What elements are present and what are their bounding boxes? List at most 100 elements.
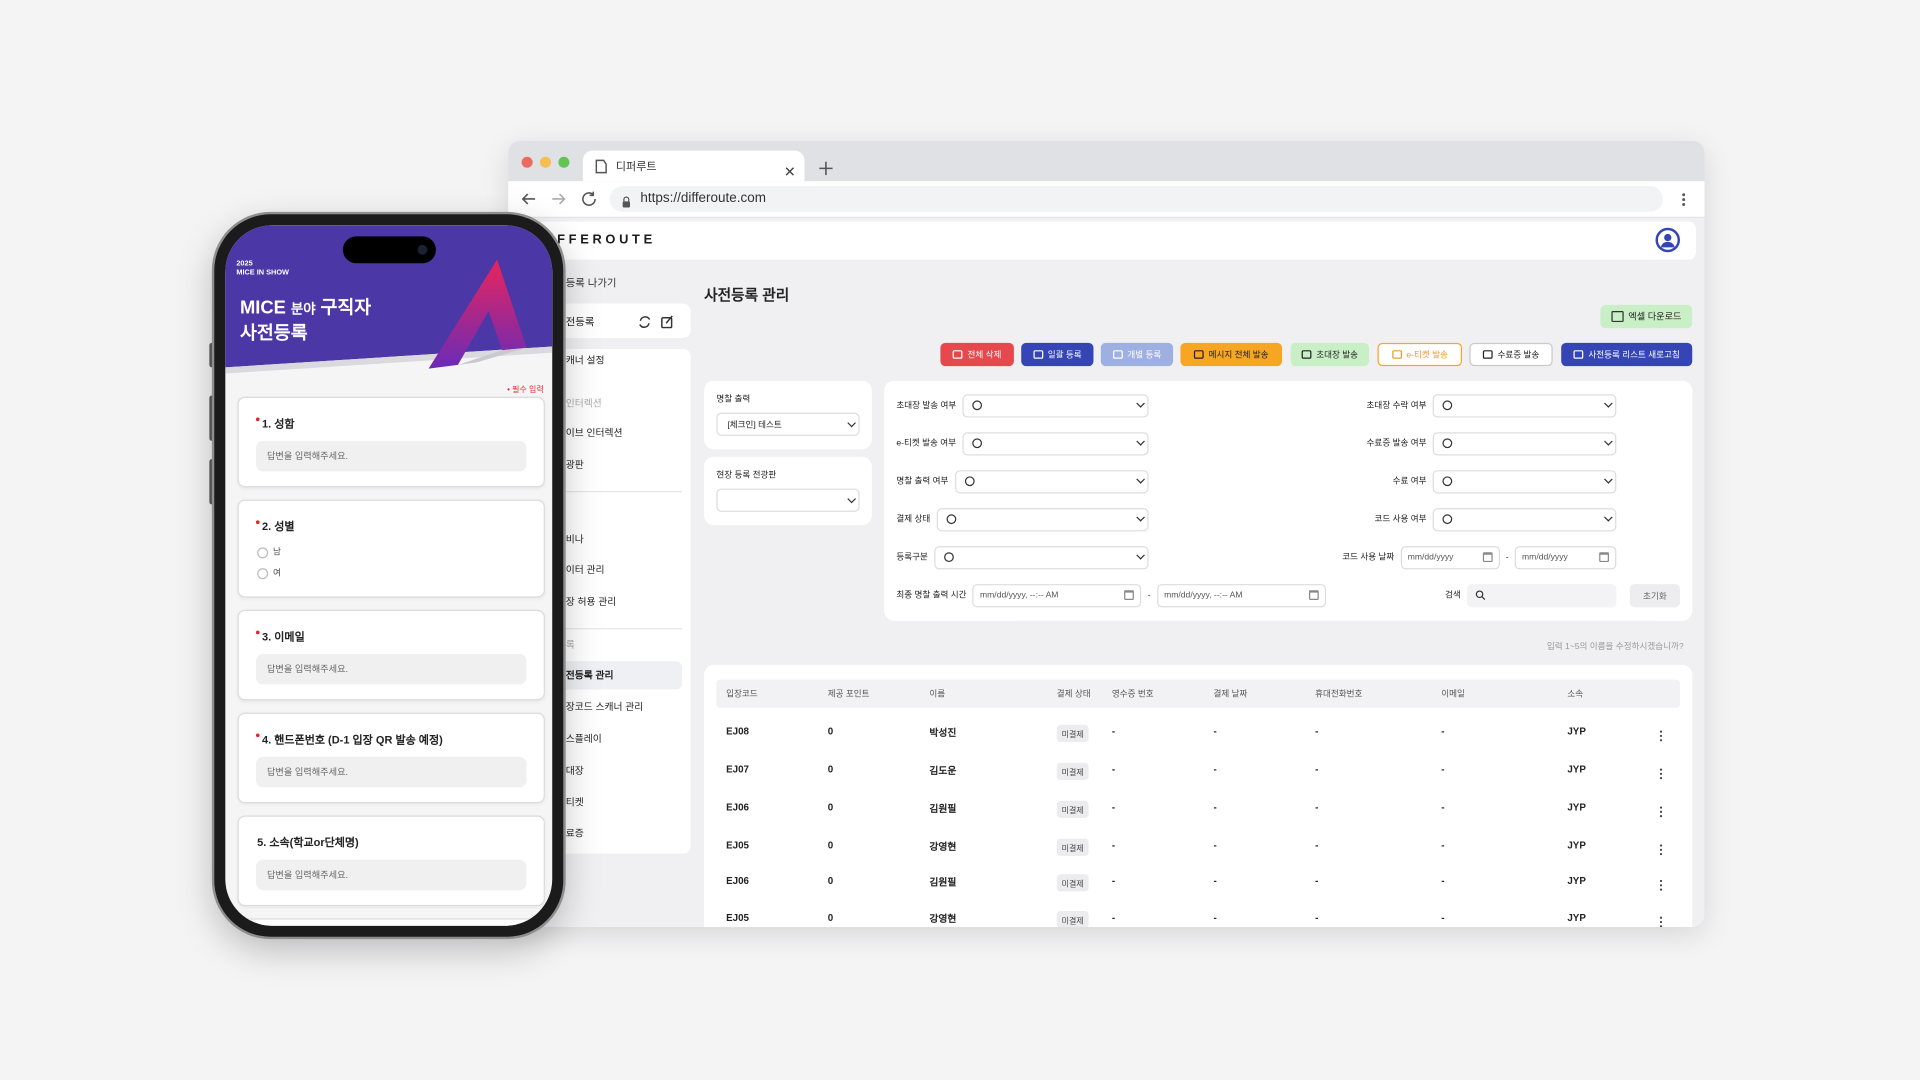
action-button[interactable]: 메시지 전체 발송 bbox=[1180, 342, 1283, 367]
window-control[interactable] bbox=[539, 156, 551, 168]
table-cell: - bbox=[1315, 912, 1319, 924]
row-menu[interactable] bbox=[1659, 876, 1663, 891]
question-title: 3. 이메일 bbox=[262, 630, 305, 643]
url-text: https://differoute.com bbox=[640, 191, 766, 206]
table-cell: 김도운 bbox=[929, 765, 957, 777]
sidebar-item[interactable]: 료증 bbox=[565, 827, 584, 839]
action-button[interactable]: 초대장 발송 bbox=[1290, 342, 1369, 367]
button-label: 일괄 등록 bbox=[1047, 350, 1082, 360]
column-header: 소속 bbox=[1567, 690, 1584, 700]
search-input[interactable] bbox=[1466, 583, 1617, 607]
sidebar-item[interactable]: 장코드 스캐너 관리 bbox=[565, 701, 644, 713]
chevron bbox=[1136, 399, 1145, 408]
select[interactable] bbox=[954, 469, 1149, 493]
filter-label: 등록구분 bbox=[896, 553, 928, 563]
sidebar-item[interactable]: 이터 관리 bbox=[565, 564, 605, 576]
browser-menu[interactable] bbox=[1681, 191, 1686, 206]
radio-option[interactable]: 남 bbox=[257, 546, 281, 558]
filter-label: 코드 사용 날짜 bbox=[1342, 553, 1395, 563]
active-item-bg bbox=[557, 661, 683, 690]
table-cell: 강영현 bbox=[929, 841, 957, 853]
answer-input[interactable]: 답변을 입력해주세요. bbox=[255, 756, 527, 788]
sidebar-item[interactable]: 스플레이 bbox=[565, 733, 602, 745]
select[interactable] bbox=[936, 507, 1149, 531]
status-badge: 미결제 bbox=[1056, 838, 1089, 856]
sidebar-item[interactable]: 비나 bbox=[565, 533, 584, 545]
filter-label: 초대장 수락 여부 bbox=[1366, 401, 1427, 411]
sidebar-item[interactable]: 전등록 관리 bbox=[565, 669, 614, 681]
date-input[interactable]: mm/dd/yyyy, --:-- AM bbox=[1156, 583, 1326, 607]
select[interactable] bbox=[933, 545, 1149, 569]
table-cell: 김원필 bbox=[929, 876, 957, 888]
row-menu[interactable] bbox=[1659, 802, 1663, 818]
sidebar-item[interactable]: 대장 bbox=[565, 765, 584, 777]
phone-side-button bbox=[209, 459, 216, 505]
sidebar-current[interactable]: 전등록 bbox=[565, 315, 595, 329]
check-icon bbox=[1442, 438, 1453, 449]
row-menu[interactable] bbox=[1659, 912, 1663, 927]
required-mark bbox=[255, 417, 260, 422]
button-label: e-티켓 발송 bbox=[1406, 350, 1448, 360]
row-menu[interactable] bbox=[1659, 764, 1663, 780]
radio-option[interactable]: 여 bbox=[257, 567, 281, 579]
action-button[interactable]: 수료증 발송 bbox=[1469, 342, 1553, 367]
address-bar[interactable] bbox=[609, 186, 1663, 212]
nav-buttons[interactable] bbox=[520, 191, 598, 207]
select[interactable] bbox=[962, 431, 1149, 455]
user-avatar[interactable] bbox=[1655, 227, 1680, 253]
date-input[interactable]: mm/dd/yyyy, --:-- AM bbox=[972, 583, 1142, 607]
check-icon bbox=[964, 476, 975, 487]
filter-row: 초대장 발송 여부 bbox=[896, 393, 1149, 417]
date-input[interactable]: mm/dd/yyyy bbox=[1514, 545, 1617, 569]
row-menu[interactable] bbox=[1659, 726, 1663, 742]
chevron bbox=[1604, 513, 1613, 522]
row-menu[interactable] bbox=[1659, 840, 1663, 856]
select[interactable] bbox=[716, 488, 860, 512]
tab-close[interactable] bbox=[785, 160, 795, 176]
select[interactable] bbox=[962, 393, 1149, 417]
table-cell: 0 bbox=[827, 802, 834, 814]
column-header: 휴대전화번호 bbox=[1315, 690, 1363, 700]
action-button[interactable]: 일괄 등록 bbox=[1021, 342, 1094, 367]
sidebar-back[interactable]: 등록 나가기 bbox=[565, 276, 617, 289]
sidebar-item[interactable]: 광판 bbox=[565, 459, 584, 471]
answer-input[interactable]: 답변을 입력해주세요. bbox=[255, 440, 527, 472]
table-cell: - bbox=[1213, 875, 1217, 887]
window-control[interactable] bbox=[557, 156, 569, 168]
answer-input[interactable]: 답변을 입력해주세요. bbox=[255, 859, 527, 891]
sidebar-item[interactable]: 장 허용 관리 bbox=[565, 596, 617, 608]
select[interactable] bbox=[1432, 393, 1617, 417]
select[interactable] bbox=[1432, 431, 1617, 455]
sidebar-item[interactable]: 이브 인터렉션 bbox=[565, 427, 623, 439]
status-badge: 미결제 bbox=[1056, 724, 1089, 743]
status-badge: 미결제 bbox=[1056, 762, 1089, 780]
phone-screen: 2025 MICE IN SHOW MICE 분야 구직자 사전등록 • 필수 입력 1. 성… bbox=[225, 225, 553, 926]
answer-input[interactable]: 답변을 입력해주세요. bbox=[255, 653, 527, 685]
browser-tab[interactable] bbox=[582, 150, 805, 182]
calendar-icon bbox=[1599, 552, 1609, 563]
table-cell: - bbox=[1315, 764, 1319, 776]
filter-label: e-티켓 발송 여부 bbox=[896, 439, 957, 449]
action-button[interactable]: 개별 등록 bbox=[1100, 342, 1174, 367]
action-button[interactable]: e-티켓 발송 bbox=[1377, 342, 1463, 367]
filter-label: 결제 상태 bbox=[896, 515, 931, 525]
action-button[interactable]: 사전등록 리스트 새로고침 bbox=[1561, 342, 1693, 367]
action-button[interactable]: 전체 삭제 bbox=[940, 342, 1014, 367]
new-tab[interactable] bbox=[819, 159, 833, 176]
reset-button[interactable]: 초기화 bbox=[1629, 584, 1680, 608]
camera bbox=[417, 244, 428, 255]
table-cell: - bbox=[1213, 802, 1217, 814]
date-input[interactable]: mm/dd/yyyy bbox=[1400, 545, 1500, 569]
sidebar-item[interactable]: 캐너 설정 bbox=[565, 355, 605, 367]
sidebar-icons[interactable] bbox=[638, 313, 675, 329]
excel-button[interactable]: 엑셀 다운로드 bbox=[1600, 304, 1693, 329]
select[interactable] bbox=[1432, 507, 1617, 531]
radio bbox=[257, 567, 269, 579]
select[interactable] bbox=[1432, 469, 1617, 493]
window-control[interactable] bbox=[521, 156, 533, 168]
column-header: 결제 날짜 bbox=[1213, 690, 1248, 700]
status-badge: 미결제 bbox=[1056, 800, 1089, 818]
table-cell: EJ06 bbox=[726, 802, 750, 814]
sidebar-item[interactable]: 티켓 bbox=[565, 797, 584, 809]
select[interactable]: [체크인] 테스트 bbox=[716, 412, 860, 436]
